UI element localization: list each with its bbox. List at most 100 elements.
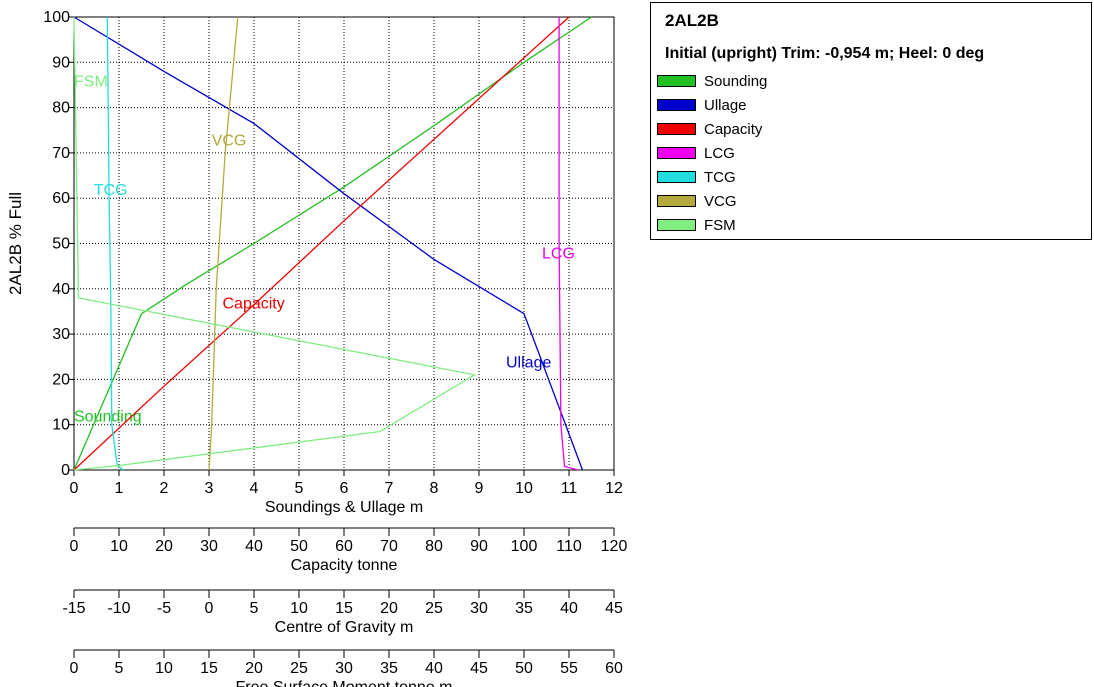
x-tick-label: 90 (470, 538, 488, 555)
series-label-tcg: TCG (94, 182, 128, 199)
y-tick-label: 40 (52, 281, 70, 298)
x-axis-label: Free Surface Moment tonne.m (236, 679, 453, 687)
x-tick-label: 0 (205, 600, 214, 617)
series-label-fsm: FSM (74, 73, 108, 90)
legend-label: TCG (704, 168, 736, 186)
x-tick-label: 4 (250, 480, 259, 497)
x-tick-label: 35 (515, 600, 533, 617)
series-line-fsm (73, 16, 477, 471)
x-tick-label: 11 (561, 480, 578, 497)
y-tick-label: 100 (43, 9, 70, 26)
x-tick-label: 5 (295, 480, 304, 497)
x-tick-label: 20 (155, 538, 173, 555)
x-tick-label: 40 (425, 660, 443, 677)
legend-item-tcg: TCG (657, 165, 767, 189)
legend-swatch (657, 75, 696, 87)
legend-title: 2AL2B (665, 11, 719, 30)
x-tick-label: 6 (340, 480, 349, 497)
y-tick-label: 90 (52, 54, 70, 71)
y-tick-label: 80 (52, 100, 70, 117)
series-line-vcg (208, 16, 239, 471)
series-line-ullage (73, 16, 584, 471)
legend-swatch (657, 99, 696, 111)
x-axis-label: Capacity tonne (291, 557, 398, 574)
x-axis-label: Centre of Gravity m (275, 619, 414, 636)
legend-subtitle: Initial (upright) Trim: -0,954 m; Heel: … (665, 45, 985, 62)
x-tick-label: 3 (205, 480, 214, 497)
x-tick-label: 10 (515, 480, 533, 497)
legend-label: FSM (704, 216, 736, 234)
legend-swatch (657, 195, 696, 207)
x-tick-label: 50 (290, 538, 308, 555)
x-tick-label: 55 (560, 660, 578, 677)
y-tick-label: 30 (52, 326, 70, 343)
x-tick-label: 60 (605, 660, 623, 677)
series-label-sounding: Sounding (74, 409, 142, 426)
series-line-capacity (73, 16, 570, 471)
x-tick-label: 30 (470, 600, 488, 617)
x-tick-label: 110 (556, 538, 582, 555)
y-tick-label: 70 (52, 145, 70, 162)
x-tick-label: 0 (70, 660, 79, 677)
legend-item-fsm: FSM (657, 213, 767, 237)
x-tick-label: 40 (560, 600, 578, 617)
legend-label: LCG (704, 144, 735, 162)
x-tick-label: 50 (515, 660, 533, 677)
legend-label: Capacity (704, 120, 763, 138)
x-tick-label: 10 (110, 538, 128, 555)
x-tick-label: 45 (605, 600, 623, 617)
y-tick-label: 0 (61, 462, 70, 479)
series-label-vcg: VCG (212, 132, 247, 149)
x-tick-label: 20 (245, 660, 263, 677)
series-label-ullage: Ullage (506, 354, 551, 371)
x-tick-label: 35 (380, 660, 398, 677)
legend-items: Sounding Ullage Capacity LCG TCG VCG FSM (657, 69, 767, 237)
series-line-lcg (558, 17, 579, 471)
x-tick-label: 20 (380, 600, 398, 617)
series-label-lcg: LCG (542, 246, 575, 263)
x-tick-label: 100 (511, 538, 538, 555)
x-tick-label: 70 (380, 538, 398, 555)
x-tick-label: -15 (62, 600, 85, 617)
x-tick-label: 120 (601, 538, 628, 555)
legend-item-sounding: Sounding (657, 69, 767, 93)
series-line-sounding (73, 16, 592, 471)
series-label-capacity: Capacity (223, 295, 285, 312)
x-tick-label: 5 (250, 600, 259, 617)
x-tick-label: 25 (290, 660, 308, 677)
x-tick-label: 30 (200, 538, 218, 555)
x-tick-label: 10 (155, 660, 173, 677)
legend-item-lcg: LCG (657, 141, 767, 165)
x-tick-label: 15 (200, 660, 218, 677)
legend-label: VCG (704, 192, 737, 210)
x-tick-label: 80 (425, 538, 443, 555)
x-tick-label: 1 (115, 480, 124, 497)
x-tick-label: 25 (425, 600, 443, 617)
legend-swatch (657, 219, 696, 231)
x-tick-label: 30 (335, 660, 353, 677)
y-tick-label: 10 (52, 417, 70, 434)
x-tick-label: 40 (245, 538, 263, 555)
x-tick-label: 0 (70, 480, 79, 497)
legend-swatch (657, 171, 696, 183)
y-tick-label: 60 (52, 190, 70, 207)
x-tick-label: 60 (335, 538, 353, 555)
x-tick-label: 2 (160, 480, 169, 497)
x-tick-label: 12 (605, 480, 623, 497)
x-tick-label: 7 (385, 480, 394, 497)
legend-label: Sounding (704, 72, 768, 90)
y-axis-label: 2AL2B % Full (6, 192, 25, 295)
legend-item-capacity: Capacity (657, 117, 767, 141)
x-tick-label: 15 (335, 600, 353, 617)
x-tick-label: 10 (290, 600, 308, 617)
x-axis-label: Soundings & Ullage m (265, 499, 423, 516)
series-line-tcg (106, 16, 124, 471)
x-tick-label: 0 (70, 538, 79, 555)
legend-swatch (657, 147, 696, 159)
legend-swatch (657, 123, 696, 135)
x-tick-label: 8 (430, 480, 439, 497)
legend-item-ullage: Ullage (657, 93, 767, 117)
x-tick-label: 5 (115, 660, 124, 677)
legend-box: 2AL2B Initial (upright) Trim: -0,954 m; … (650, 2, 1092, 240)
